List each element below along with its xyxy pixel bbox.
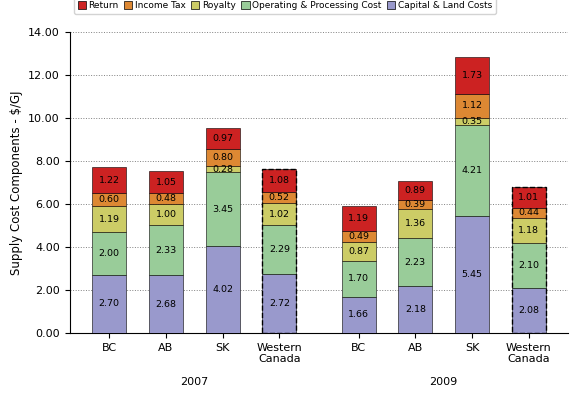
Bar — [512, 243, 546, 288]
Bar — [206, 149, 240, 166]
Bar — [206, 247, 240, 333]
Text: 1.05: 1.05 — [155, 178, 176, 186]
Text: 2.10: 2.10 — [518, 261, 539, 270]
Text: 2009: 2009 — [430, 377, 458, 387]
Text: 0.60: 0.60 — [99, 195, 120, 205]
Text: 1.70: 1.70 — [348, 274, 369, 284]
Bar — [206, 166, 240, 172]
Text: 2.70: 2.70 — [99, 299, 120, 308]
Bar — [398, 200, 432, 209]
Text: 0.87: 0.87 — [348, 247, 369, 256]
Bar — [342, 206, 376, 231]
Text: 0.35: 0.35 — [462, 117, 483, 126]
Bar — [398, 286, 432, 333]
Bar — [92, 167, 126, 193]
Bar — [206, 128, 240, 149]
Text: 4.21: 4.21 — [462, 166, 483, 175]
Bar — [512, 288, 546, 333]
Bar — [262, 192, 296, 203]
Text: 0.80: 0.80 — [212, 153, 233, 162]
Text: 1.01: 1.01 — [518, 193, 539, 202]
Text: 1.19: 1.19 — [348, 214, 369, 223]
Text: 1.18: 1.18 — [518, 226, 539, 235]
Bar — [398, 238, 432, 286]
Text: 2.68: 2.68 — [155, 300, 176, 308]
Bar — [262, 225, 296, 274]
Bar — [262, 203, 296, 225]
Bar — [455, 118, 489, 125]
Text: 2.29: 2.29 — [269, 245, 290, 254]
Bar — [92, 193, 126, 206]
Y-axis label: Supply Cost Components - $/GJ: Supply Cost Components - $/GJ — [10, 90, 23, 275]
Text: 0.89: 0.89 — [405, 186, 426, 195]
Bar — [149, 225, 183, 275]
Bar — [206, 172, 240, 247]
Text: 1.02: 1.02 — [269, 210, 290, 219]
Bar — [398, 181, 432, 200]
Bar — [149, 275, 183, 333]
Bar — [455, 125, 489, 216]
Text: 0.97: 0.97 — [212, 134, 233, 143]
Bar — [262, 169, 296, 192]
Bar — [398, 209, 432, 238]
Bar — [262, 274, 296, 333]
Bar — [92, 206, 126, 232]
Legend: Return, Income Tax, Royalty, Operating & Processing Cost, Capital & Land Costs: Return, Income Tax, Royalty, Operating &… — [74, 0, 496, 14]
Text: 1.08: 1.08 — [269, 176, 290, 185]
Text: 0.49: 0.49 — [348, 232, 369, 241]
Text: 2.08: 2.08 — [518, 306, 539, 315]
Bar — [342, 242, 376, 261]
Bar — [149, 171, 183, 193]
Bar — [92, 232, 126, 275]
Text: 2.23: 2.23 — [405, 257, 426, 267]
Text: 5.45: 5.45 — [462, 270, 483, 279]
Text: 0.44: 0.44 — [518, 209, 539, 217]
Bar — [262, 169, 296, 333]
Bar — [512, 186, 546, 333]
Text: 0.52: 0.52 — [269, 193, 290, 202]
Text: 2007: 2007 — [180, 377, 208, 387]
Bar — [512, 208, 546, 218]
Text: 0.28: 0.28 — [212, 165, 233, 174]
Bar — [92, 275, 126, 333]
Text: 1.36: 1.36 — [405, 219, 426, 228]
Text: 2.72: 2.72 — [269, 299, 290, 308]
Bar — [512, 218, 546, 243]
Bar — [512, 186, 546, 208]
Text: 1.00: 1.00 — [155, 210, 176, 219]
Bar — [342, 261, 376, 297]
Text: 1.22: 1.22 — [99, 176, 120, 185]
Bar — [342, 297, 376, 333]
Text: 0.48: 0.48 — [155, 194, 176, 203]
Text: 1.66: 1.66 — [348, 310, 369, 320]
Text: 0.39: 0.39 — [405, 200, 426, 209]
Bar — [149, 193, 183, 204]
Text: 2.00: 2.00 — [99, 249, 120, 258]
Bar — [342, 231, 376, 242]
Bar — [149, 204, 183, 225]
Text: 1.73: 1.73 — [462, 71, 483, 80]
Bar — [455, 57, 489, 94]
Text: 4.02: 4.02 — [212, 285, 233, 294]
Text: 2.33: 2.33 — [155, 246, 176, 255]
Text: 2.18: 2.18 — [405, 305, 426, 314]
Text: 1.19: 1.19 — [99, 215, 120, 224]
Text: 3.45: 3.45 — [212, 205, 233, 214]
Text: 1.12: 1.12 — [462, 101, 483, 110]
Bar — [455, 94, 489, 118]
Bar — [455, 216, 489, 333]
